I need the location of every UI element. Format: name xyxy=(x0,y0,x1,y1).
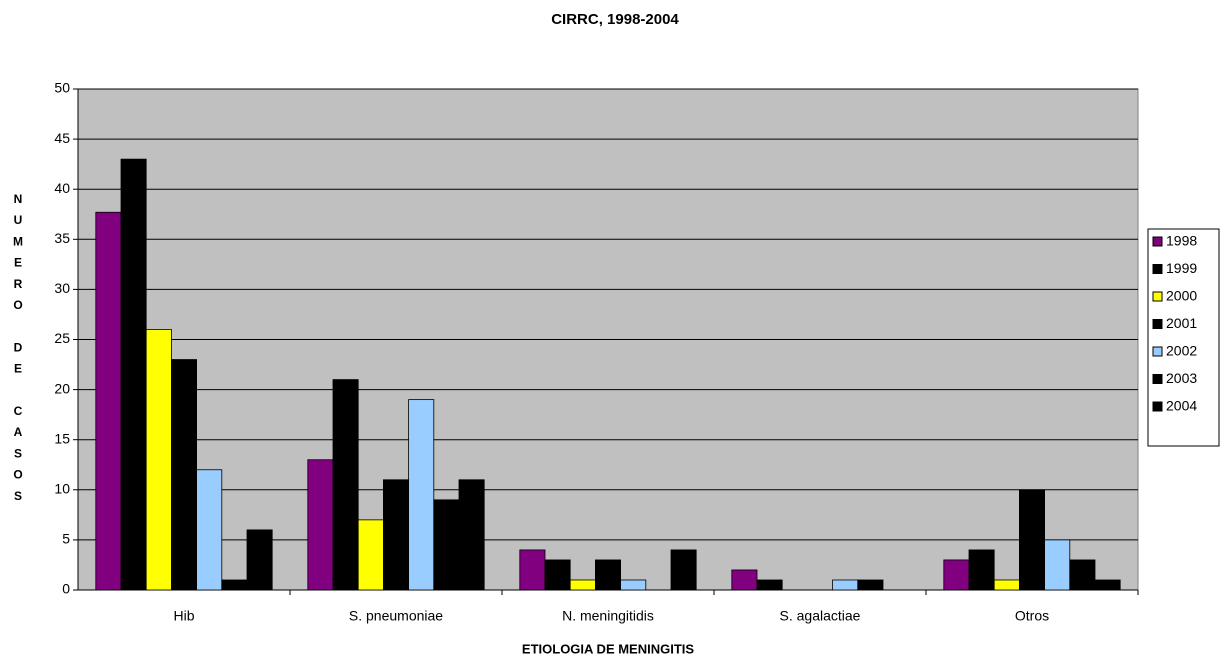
bar xyxy=(857,579,884,591)
x-tick-label: N. meningitidis xyxy=(562,608,654,624)
y-tick-label: 20 xyxy=(54,380,70,396)
legend-label: 2002 xyxy=(1166,343,1197,359)
y-axis-label: NUMERO DE CASOS xyxy=(11,192,25,510)
y-tick-label: 30 xyxy=(54,280,70,296)
legend-swatch xyxy=(1152,401,1163,412)
x-tick-label: Hib xyxy=(173,608,194,624)
y-tick-label: 10 xyxy=(54,481,70,497)
y-tick-label: 15 xyxy=(54,430,70,446)
bar xyxy=(458,479,485,591)
bar xyxy=(170,359,197,591)
bar xyxy=(832,579,859,591)
bar xyxy=(731,569,758,591)
y-tick-label: 35 xyxy=(54,230,70,246)
bar xyxy=(408,399,435,591)
bar xyxy=(145,329,172,591)
y-tick-label: 50 xyxy=(54,80,70,96)
bar xyxy=(670,549,697,591)
legend-label: 2003 xyxy=(1166,370,1197,386)
bar xyxy=(544,559,571,591)
x-tick-label: S. pneumoniae xyxy=(349,608,443,624)
y-tick-label: 0 xyxy=(62,581,70,597)
bar xyxy=(246,529,273,591)
y-tick-label: 40 xyxy=(54,180,70,196)
bar xyxy=(221,579,248,591)
y-tick-label: 25 xyxy=(54,330,70,346)
bar xyxy=(382,479,409,591)
legend-label: 1999 xyxy=(1166,260,1197,276)
bar xyxy=(569,579,596,591)
bar xyxy=(1044,539,1071,591)
legend-swatch xyxy=(1152,291,1163,302)
bar xyxy=(968,549,995,591)
bar xyxy=(1069,559,1096,591)
legend-swatch xyxy=(1152,319,1163,329)
bar xyxy=(433,499,460,591)
x-tick-label: S. agalactiae xyxy=(780,608,861,624)
bar xyxy=(756,579,783,591)
bar xyxy=(943,559,970,591)
x-tick-label: Otros xyxy=(1015,608,1049,624)
legend-label: 2004 xyxy=(1166,398,1197,414)
legend-swatch xyxy=(1152,236,1163,247)
legend-swatch xyxy=(1152,374,1163,384)
legend-label: 1998 xyxy=(1166,233,1197,249)
bar xyxy=(196,469,223,591)
y-tick-label: 45 xyxy=(54,130,70,146)
bar xyxy=(307,459,334,591)
legend-swatch xyxy=(1152,346,1163,357)
bar xyxy=(95,211,122,591)
bar xyxy=(993,579,1020,591)
legend-swatch xyxy=(1152,264,1163,274)
chart-title: CIRRC, 1998-2004 xyxy=(551,11,679,28)
bar xyxy=(120,158,147,591)
bar xyxy=(332,379,359,591)
bar xyxy=(1019,489,1046,591)
bar xyxy=(357,519,384,591)
bar xyxy=(595,559,622,591)
x-axis-label: ETIOLOGIA DE MENINGITIS xyxy=(522,641,694,656)
bar xyxy=(620,579,647,591)
bar xyxy=(1094,579,1121,591)
bar xyxy=(519,549,546,591)
legend-label: 2001 xyxy=(1166,315,1197,331)
y-tick-label: 5 xyxy=(62,531,70,547)
legend-label: 2000 xyxy=(1166,288,1197,304)
